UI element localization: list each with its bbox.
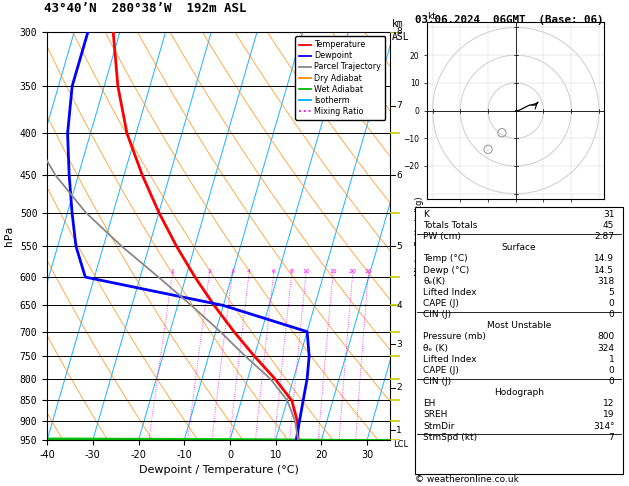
Text: K: K (423, 210, 430, 219)
Text: 2: 2 (396, 383, 402, 392)
Text: 1: 1 (609, 355, 615, 364)
Text: Pressure (mb): Pressure (mb) (423, 332, 486, 341)
Text: Dewp (°C): Dewp (°C) (423, 265, 470, 275)
Text: 7: 7 (396, 102, 402, 110)
Text: ASL: ASL (392, 32, 409, 42)
Text: 43°40’N  280°38’W  192m ASL: 43°40’N 280°38’W 192m ASL (44, 2, 246, 15)
Text: 14.5: 14.5 (594, 265, 615, 275)
Text: 14.9: 14.9 (594, 255, 615, 263)
Text: 0: 0 (609, 299, 615, 308)
Text: Lifted Index: Lifted Index (423, 288, 477, 297)
Text: 2.87: 2.87 (594, 232, 615, 241)
Text: 0: 0 (609, 377, 615, 386)
X-axis label: Dewpoint / Temperature (°C): Dewpoint / Temperature (°C) (138, 465, 299, 475)
Text: 314°: 314° (593, 421, 615, 431)
Text: Most Unstable: Most Unstable (487, 321, 551, 330)
Text: StmSpd (kt): StmSpd (kt) (423, 433, 477, 442)
Text: 12: 12 (603, 399, 615, 408)
Text: Temp (°C): Temp (°C) (423, 255, 468, 263)
Y-axis label: hPa: hPa (4, 226, 14, 246)
Text: θₑ (K): θₑ (K) (423, 344, 448, 352)
Text: Hodograph: Hodograph (494, 388, 544, 397)
Text: 10: 10 (302, 269, 310, 274)
Text: 4: 4 (247, 269, 251, 274)
Text: 31: 31 (603, 210, 615, 219)
Text: CIN (J): CIN (J) (423, 310, 452, 319)
Text: CIN (J): CIN (J) (423, 377, 452, 386)
Text: 20: 20 (348, 269, 357, 274)
Text: 1: 1 (396, 426, 402, 435)
Text: 6: 6 (272, 269, 276, 274)
Text: 1: 1 (170, 269, 174, 274)
Text: EH: EH (423, 399, 436, 408)
Text: Mixing Ratio (g/kg): Mixing Ratio (g/kg) (415, 196, 424, 276)
Text: CAPE (J): CAPE (J) (423, 299, 459, 308)
Legend: Temperature, Dewpoint, Parcel Trajectory, Dry Adiabat, Wet Adiabat, Isotherm, Mi: Temperature, Dewpoint, Parcel Trajectory… (295, 36, 386, 120)
Text: 318: 318 (597, 277, 615, 286)
Text: 6: 6 (396, 171, 402, 180)
Text: 0: 0 (609, 366, 615, 375)
Text: 800: 800 (597, 332, 615, 341)
Text: 4: 4 (396, 301, 402, 310)
Text: Totals Totals: Totals Totals (423, 221, 478, 230)
Text: 03.06.2024  06GMT  (Base: 06): 03.06.2024 06GMT (Base: 06) (415, 15, 604, 25)
Text: 0: 0 (609, 310, 615, 319)
Text: LCL: LCL (394, 440, 409, 449)
Text: 324: 324 (598, 344, 615, 352)
Text: 45: 45 (603, 221, 615, 230)
Text: 5: 5 (396, 242, 402, 251)
Text: 15: 15 (329, 269, 337, 274)
Text: 25: 25 (364, 269, 372, 274)
Text: 19: 19 (603, 410, 615, 419)
Text: 8: 8 (396, 27, 402, 36)
Text: km: km (392, 19, 403, 29)
Text: 2: 2 (208, 269, 211, 274)
Text: CAPE (J): CAPE (J) (423, 366, 459, 375)
Text: 8: 8 (290, 269, 294, 274)
Text: 3: 3 (230, 269, 234, 274)
Text: Surface: Surface (501, 243, 537, 252)
Text: 3: 3 (396, 340, 402, 348)
Text: 7: 7 (609, 433, 615, 442)
Text: StmDir: StmDir (423, 421, 455, 431)
Text: Lifted Index: Lifted Index (423, 355, 477, 364)
Text: θₑ(K): θₑ(K) (423, 277, 445, 286)
Text: 5: 5 (609, 288, 615, 297)
Text: SREH: SREH (423, 410, 448, 419)
Text: © weatheronline.co.uk: © weatheronline.co.uk (415, 474, 519, 484)
Text: kt: kt (427, 12, 436, 21)
Text: PW (cm): PW (cm) (423, 232, 461, 241)
